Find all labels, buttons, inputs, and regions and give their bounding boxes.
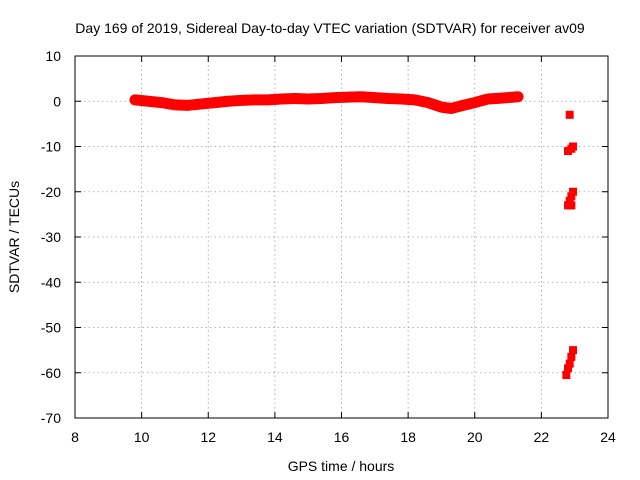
y-tick-label: -30	[41, 229, 61, 245]
main-band-point	[397, 94, 406, 103]
chart-title: Day 169 of 2019, Sidereal Day-to-day VTE…	[75, 20, 585, 36]
x-tick-label: 24	[600, 429, 616, 445]
late-point	[565, 110, 574, 119]
y-tick-label: -50	[41, 320, 61, 336]
x-tick-label: 18	[400, 429, 416, 445]
x-tick-label: 8	[71, 429, 79, 445]
main-band-point	[317, 94, 326, 103]
late-point	[565, 359, 574, 368]
late-point	[569, 187, 578, 196]
y-tick-label: -10	[41, 139, 61, 155]
y-tick-label: 0	[53, 93, 61, 109]
main-band-point	[370, 93, 379, 102]
main-band-point	[224, 97, 233, 106]
main-band-point	[384, 94, 393, 103]
late-point	[569, 142, 578, 151]
main-band-point	[457, 101, 466, 110]
main-band-point	[424, 98, 433, 107]
axis-ticks	[74, 55, 609, 419]
y-tick-label: -60	[41, 365, 61, 381]
main-band-point	[170, 100, 179, 109]
y-tick-label: -20	[41, 184, 61, 200]
main-band-point	[277, 94, 286, 103]
x-tick-label: 14	[267, 429, 283, 445]
x-tick-label: 20	[467, 429, 483, 445]
main-band-point	[250, 95, 259, 104]
y-tick-label: 10	[45, 48, 61, 64]
main-band-point	[470, 98, 479, 107]
late-point	[567, 192, 576, 201]
x-tick-label: 16	[334, 429, 350, 445]
y-axis-label: SDTVAR / TECUs	[6, 181, 22, 293]
main-band-point	[304, 94, 313, 103]
y-tick-label: -40	[41, 274, 61, 290]
late-point	[562, 371, 571, 380]
main-band-point	[484, 94, 493, 103]
tick-labels: 8 10 12 14 16 18 20 22 24 10 0 -10 -20 -30 -40 -50 -60 -7…	[41, 48, 616, 445]
main-band-point	[357, 92, 366, 101]
main-band-point	[184, 101, 193, 110]
main-band-point	[330, 93, 339, 102]
main-band-point	[497, 94, 506, 103]
data-points	[130, 92, 578, 380]
main-band-point	[344, 93, 353, 102]
grid-lines	[75, 56, 608, 418]
main-band-point	[237, 96, 246, 105]
x-tick-label: 10	[134, 429, 150, 445]
main-band-point	[447, 104, 456, 113]
main-band-point	[197, 99, 206, 108]
late-point	[569, 346, 578, 355]
late-point	[565, 196, 574, 205]
main-band-point	[144, 97, 153, 106]
late-point	[564, 364, 573, 373]
main-band-point	[437, 103, 446, 112]
main-band-point	[410, 95, 419, 104]
main-band-point	[514, 92, 523, 101]
late-point	[567, 352, 576, 361]
main-band-point	[130, 95, 139, 104]
main-band-point	[290, 94, 299, 103]
late-point	[567, 201, 576, 210]
x-axis-label: GPS time / hours	[288, 458, 395, 474]
y-tick-label: -70	[41, 410, 61, 426]
x-tick-label: 12	[200, 429, 216, 445]
main-band-point	[157, 98, 166, 107]
x-tick-label: 22	[534, 429, 550, 445]
main-band-point	[264, 95, 273, 104]
main-band-point	[210, 98, 219, 107]
